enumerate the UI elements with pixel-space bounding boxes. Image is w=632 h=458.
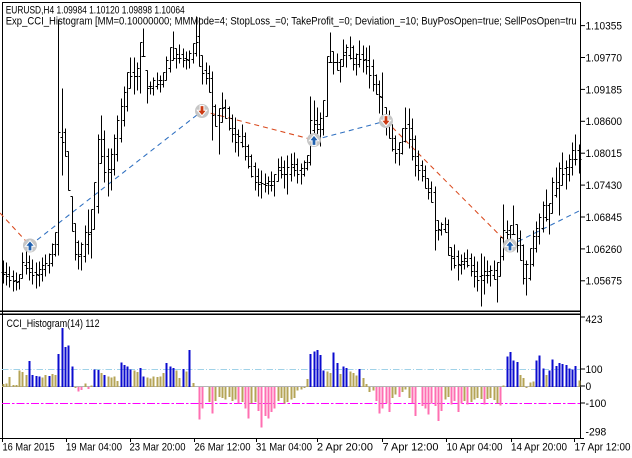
svg-text:1.08600: 1.08600 bbox=[586, 116, 623, 128]
svg-text:1.08015: 1.08015 bbox=[586, 148, 623, 160]
svg-text:17 Apr 12:00: 17 Apr 12:00 bbox=[575, 442, 631, 454]
svg-text:26 Mar 12:00: 26 Mar 12:00 bbox=[195, 442, 251, 454]
svg-text:CCI_Histogram(14) 112: CCI_Histogram(14) 112 bbox=[7, 318, 100, 330]
svg-text:14 Apr 20:00: 14 Apr 20:00 bbox=[511, 442, 567, 454]
svg-text:100: 100 bbox=[586, 364, 603, 376]
svg-text:-298: -298 bbox=[586, 427, 607, 439]
svg-text:1.09185: 1.09185 bbox=[586, 84, 623, 96]
svg-text:1.10355: 1.10355 bbox=[586, 21, 623, 33]
svg-text:23 Mar 20:00: 23 Mar 20:00 bbox=[130, 442, 186, 454]
svg-text:19 Mar 04:00: 19 Mar 04:00 bbox=[66, 442, 122, 454]
svg-text:Exp_CCI_Histogram [MM=0.100000: Exp_CCI_Histogram [MM=0.10000000; MMMode… bbox=[6, 16, 577, 28]
svg-text:7 Apr 12:00: 7 Apr 12:00 bbox=[383, 442, 439, 454]
svg-text:1.05675: 1.05675 bbox=[586, 276, 623, 288]
svg-text:423: 423 bbox=[586, 314, 603, 326]
svg-text:-100: -100 bbox=[586, 398, 607, 410]
svg-text:10 Apr 04:00: 10 Apr 04:00 bbox=[447, 442, 503, 454]
svg-text:1.09770: 1.09770 bbox=[586, 52, 623, 64]
svg-text:1.07430: 1.07430 bbox=[586, 180, 623, 192]
svg-text:1.06845: 1.06845 bbox=[586, 212, 623, 224]
svg-text:16 Mar 2015: 16 Mar 2015 bbox=[3, 442, 55, 454]
svg-text:0: 0 bbox=[586, 381, 592, 393]
svg-text:31 Mar 04:00: 31 Mar 04:00 bbox=[256, 442, 312, 454]
svg-text:1.06260: 1.06260 bbox=[586, 244, 623, 256]
svg-text:2 Apr 20:00: 2 Apr 20:00 bbox=[317, 442, 373, 454]
svg-text:EURUSD,H4 1.09984 1.10120 1.0: EURUSD,H4 1.09984 1.10120 1.09898 1.1006… bbox=[6, 5, 185, 17]
